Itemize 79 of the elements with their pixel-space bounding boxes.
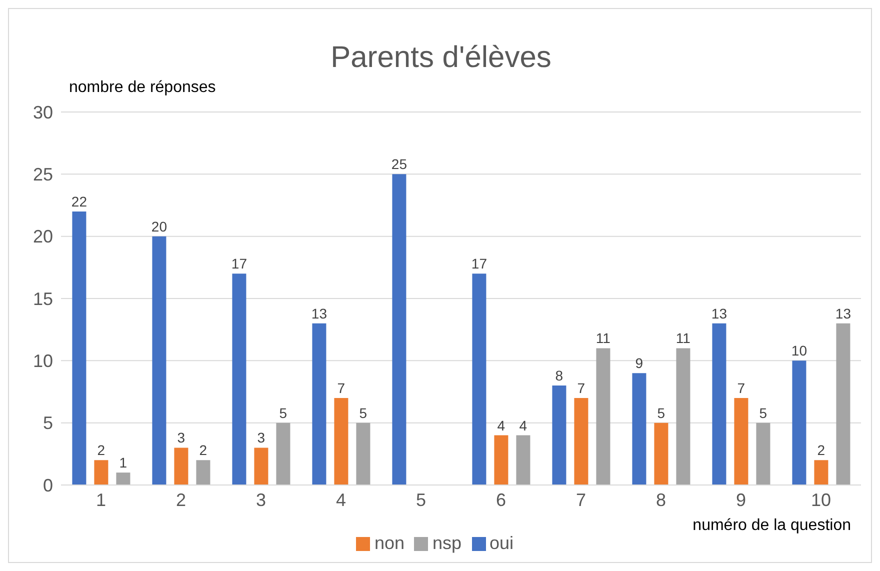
data-label: 9 <box>635 355 644 372</box>
bar <box>392 174 406 485</box>
y-tick-label: 5 <box>42 413 53 434</box>
x-tick-label: 4 <box>336 490 346 510</box>
data-label: 2 <box>199 442 208 458</box>
data-label: 17 <box>471 256 488 272</box>
data-label: 5 <box>657 404 666 421</box>
legend-label: nsp <box>432 533 462 553</box>
bar <box>632 373 646 485</box>
data-label: 2 <box>97 442 106 458</box>
data-label: 8 <box>555 368 564 384</box>
bar <box>174 448 188 485</box>
x-tick-label: 8 <box>656 490 666 510</box>
data-label: 13 <box>311 305 328 322</box>
data-label: 10 <box>791 342 808 359</box>
x-tick-label: 6 <box>496 490 506 510</box>
x-tick-label: 5 <box>416 490 426 510</box>
x-tick-label: 7 <box>576 490 586 510</box>
y-tick-label: 10 <box>32 351 53 372</box>
y-tick-label: 15 <box>32 288 53 309</box>
bar <box>72 211 86 485</box>
data-label: 11 <box>676 330 691 346</box>
x-tick-label: 10 <box>810 490 832 510</box>
data-label: 25 <box>391 156 408 172</box>
data-label: 20 <box>151 218 168 234</box>
x-tick-label: 1 <box>96 490 106 510</box>
data-label: 11 <box>596 330 611 346</box>
bar <box>676 348 690 485</box>
bar <box>516 435 530 485</box>
data-label: 13 <box>711 305 728 322</box>
x-tick-label: 9 <box>736 490 746 510</box>
bar <box>254 448 268 485</box>
y-axis-title: nombre de réponses <box>69 79 216 97</box>
bar <box>276 422 290 485</box>
bar <box>334 398 348 485</box>
bar <box>94 460 108 485</box>
data-label: 17 <box>231 256 248 272</box>
chart-title: Parents d'élèves <box>330 41 552 75</box>
bar <box>574 398 588 485</box>
data-label: 7 <box>737 380 746 396</box>
y-tick-label: 20 <box>32 226 53 247</box>
data-label: 13 <box>835 305 852 322</box>
x-tick-label: 2 <box>176 490 186 510</box>
bar <box>734 398 748 485</box>
bar <box>712 323 726 485</box>
bar <box>152 236 166 485</box>
y-tick-label: 25 <box>32 164 53 185</box>
bar <box>232 274 246 485</box>
bar <box>792 360 806 485</box>
legend-label: oui <box>490 533 514 553</box>
bar <box>356 422 370 485</box>
bar <box>814 460 828 485</box>
bar <box>494 435 508 485</box>
data-label: 7 <box>337 380 346 396</box>
bar <box>654 422 668 485</box>
bar <box>312 323 326 485</box>
data-label: 3 <box>257 430 266 446</box>
bar <box>756 422 770 485</box>
bar <box>472 274 486 485</box>
data-label: 5 <box>359 404 368 421</box>
bar <box>116 472 130 485</box>
x-tick-label: 3 <box>256 490 266 510</box>
bar <box>196 460 210 485</box>
data-label: 1 <box>119 454 128 471</box>
data-label: 7 <box>577 380 586 396</box>
bar <box>596 348 610 485</box>
bar <box>552 386 566 485</box>
data-label: 4 <box>519 417 528 434</box>
data-label: 5 <box>759 404 768 421</box>
data-label: 2 <box>817 442 826 458</box>
legend-label: non <box>374 533 404 553</box>
data-label: 22 <box>71 193 88 210</box>
data-label: 4 <box>497 417 506 434</box>
data-label: 5 <box>279 404 288 421</box>
bar <box>836 323 850 485</box>
data-label: 3 <box>177 430 186 446</box>
y-tick-label: 30 <box>32 102 53 122</box>
x-axis-title: numéro de la question <box>692 517 851 535</box>
y-tick-label: 0 <box>42 475 53 496</box>
